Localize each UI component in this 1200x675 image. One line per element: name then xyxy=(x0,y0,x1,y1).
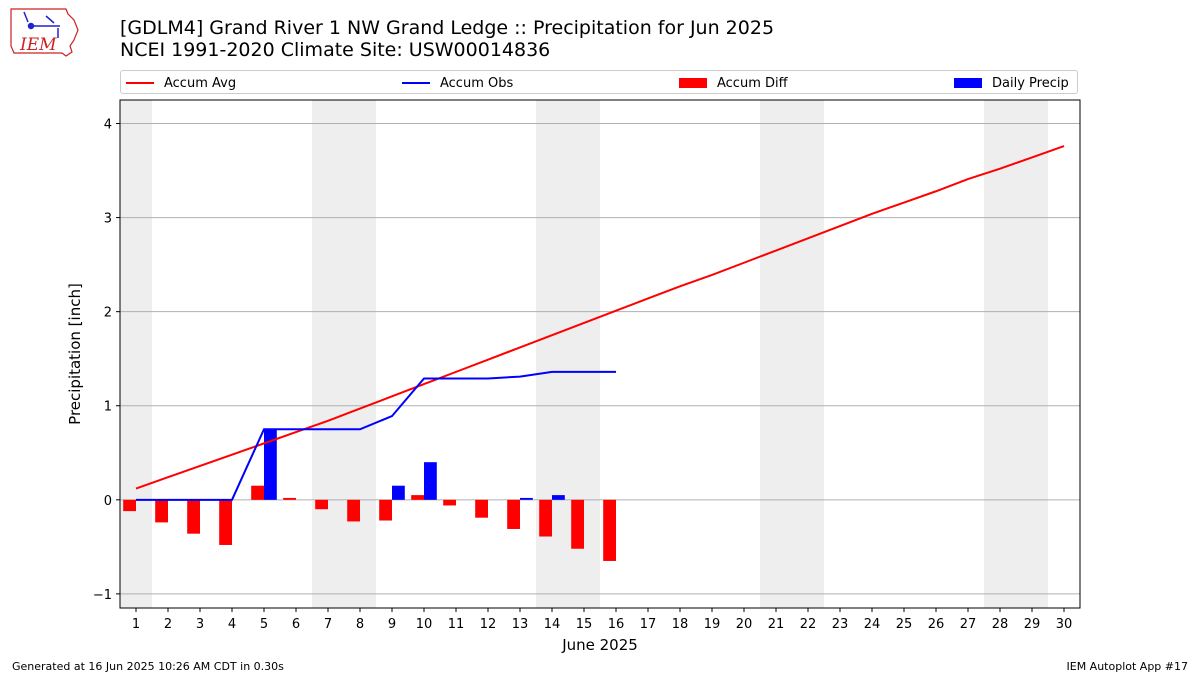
y-tick-label-0: 0 xyxy=(104,494,112,509)
x-tick-label-16: 16 xyxy=(608,617,625,632)
legend-swatch-daily xyxy=(954,78,982,88)
accum-diff-bar-day-5 xyxy=(251,485,264,500)
legend-swatch-obs xyxy=(402,82,430,84)
chart-title: [GDLM4] Grand River 1 NW Grand Ledge :: … xyxy=(120,17,775,39)
x-tick-label-27: 27 xyxy=(960,617,977,632)
iowa-outline-icon xyxy=(10,8,79,57)
x-tick-label-26: 26 xyxy=(928,617,945,632)
x-tick-label-20: 20 xyxy=(736,617,753,632)
x-tick-label-23: 23 xyxy=(832,617,849,632)
accum-diff-bar-day-15 xyxy=(571,499,584,549)
x-tick-label-28: 28 xyxy=(992,617,1009,632)
x-tick-label-7: 7 xyxy=(324,617,332,632)
x-tick-label-3: 3 xyxy=(196,617,204,632)
legend-item-daily: Daily Precip xyxy=(954,74,1069,92)
x-tick-label-6: 6 xyxy=(292,617,300,632)
y-axis-label: Precipitation [inch] xyxy=(66,283,84,425)
x-axis: 1 2 3 4 5 6 7 8 9 10 11 12 13 14 15 16 17 18 19 20 21 22 23 24 2… xyxy=(132,608,1072,632)
weekend-bands xyxy=(120,100,1048,608)
accum-diff-bar-day-7 xyxy=(315,499,328,510)
gridlines xyxy=(120,123,1080,595)
weekend-band-day-8 xyxy=(344,100,376,608)
legend: Accum Avg Accum Obs Accum Diff Daily Pre… xyxy=(120,70,1078,94)
accum-avg-line xyxy=(135,145,1065,490)
y-tick-label-1: 1 xyxy=(104,400,112,415)
x-tick-label-10: 10 xyxy=(416,617,433,632)
legend-item-obs: Accum Obs xyxy=(402,74,513,92)
weekend-band-day-29 xyxy=(1016,100,1048,608)
x-tick-label-30: 30 xyxy=(1056,617,1073,632)
legend-label-obs: Accum Obs xyxy=(440,75,514,91)
x-axis-label: June 2025 xyxy=(561,636,638,654)
legend-label-avg: Accum Avg xyxy=(164,75,237,91)
x-tick-label-15: 15 xyxy=(576,617,593,632)
iem-logo: IEM xyxy=(10,8,79,57)
x-tick-label-29: 29 xyxy=(1024,617,1041,632)
x-tick-label-2: 2 xyxy=(164,617,172,632)
x-tick-label-25: 25 xyxy=(896,617,913,632)
x-tick-label-8: 8 xyxy=(356,617,364,632)
x-tick-label-12: 12 xyxy=(480,617,497,632)
x-tick-label-5: 5 xyxy=(260,617,268,632)
daily-precip-bar-day-13 xyxy=(520,497,533,500)
legend-swatch-avg xyxy=(126,82,154,84)
x-tick-label-14: 14 xyxy=(544,617,561,632)
daily-precip-bar-day-14 xyxy=(552,495,565,500)
x-tick-label-22: 22 xyxy=(800,617,817,632)
legend-item-avg: Accum Avg xyxy=(126,74,236,92)
accum-diff-bar-day-2 xyxy=(155,499,168,523)
accum-diff-bar-day-3 xyxy=(187,499,200,534)
y-axis: −1 0 1 2 3 4 xyxy=(93,118,120,603)
accum-diff-bar-day-11 xyxy=(443,499,456,506)
legend-label-diff: Accum Diff xyxy=(717,75,788,91)
x-tick-label-4: 4 xyxy=(228,617,236,632)
app-note: IEM Autoplot App #17 xyxy=(1066,660,1189,673)
x-tick-label-18: 18 xyxy=(672,617,689,632)
x-tick-label-24: 24 xyxy=(864,617,881,632)
x-tick-label-9: 9 xyxy=(388,617,396,632)
x-tick-label-19: 19 xyxy=(704,617,721,632)
accum-diff-bars xyxy=(123,485,616,561)
y-tick-label-4: 4 xyxy=(104,118,112,133)
accum-diff-bar-day-9 xyxy=(379,499,392,521)
accum-diff-bar-day-1 xyxy=(123,499,136,512)
daily-precip-bars xyxy=(264,429,565,500)
y-tick-label--1: −1 xyxy=(93,588,112,603)
daily-precip-bar-day-9 xyxy=(392,485,405,500)
x-tick-label-21: 21 xyxy=(768,617,785,632)
x-tick-label-1: 1 xyxy=(132,617,140,632)
y-tick-label-2: 2 xyxy=(104,306,112,321)
weekend-band-day-1 xyxy=(120,100,152,608)
weekend-band-day-7 xyxy=(312,100,344,608)
weekend-band-day-21 xyxy=(760,100,792,608)
daily-precip-bar-day-5 xyxy=(264,429,277,500)
generated-note: Generated at 16 Jun 2025 10:26 AM CDT in… xyxy=(12,660,284,673)
legend-label-daily: Daily Precip xyxy=(992,75,1069,91)
accum-diff-bar-day-12 xyxy=(475,499,488,518)
plot-frame xyxy=(119,99,1081,609)
chart-subtitle: NCEI 1991-2020 Climate Site: USW00014836 xyxy=(120,39,551,61)
accum-diff-bar-day-10 xyxy=(411,495,424,500)
x-tick-label-13: 13 xyxy=(512,617,529,632)
accum-diff-bar-day-14 xyxy=(539,499,552,537)
x-tick-label-17: 17 xyxy=(640,617,657,632)
legend-swatch-diff xyxy=(679,78,707,88)
accum-diff-bar-day-13 xyxy=(507,499,520,529)
logo-text: IEM xyxy=(19,35,57,55)
accum-diff-bar-day-6 xyxy=(283,497,296,500)
accum-diff-bar-day-16 xyxy=(603,499,616,561)
weather-station-icon xyxy=(23,11,60,38)
y-tick-label-3: 3 xyxy=(104,212,112,227)
accum-obs-line xyxy=(136,370,616,501)
weekend-band-day-22 xyxy=(792,100,824,608)
legend-item-diff: Accum Diff xyxy=(679,74,788,92)
accum-diff-bar-day-8 xyxy=(347,499,360,522)
weekend-band-day-28 xyxy=(984,100,1016,608)
x-tick-label-11: 11 xyxy=(448,617,465,632)
accum-diff-bar-day-4 xyxy=(219,499,232,545)
daily-precip-bar-day-10 xyxy=(424,462,437,500)
